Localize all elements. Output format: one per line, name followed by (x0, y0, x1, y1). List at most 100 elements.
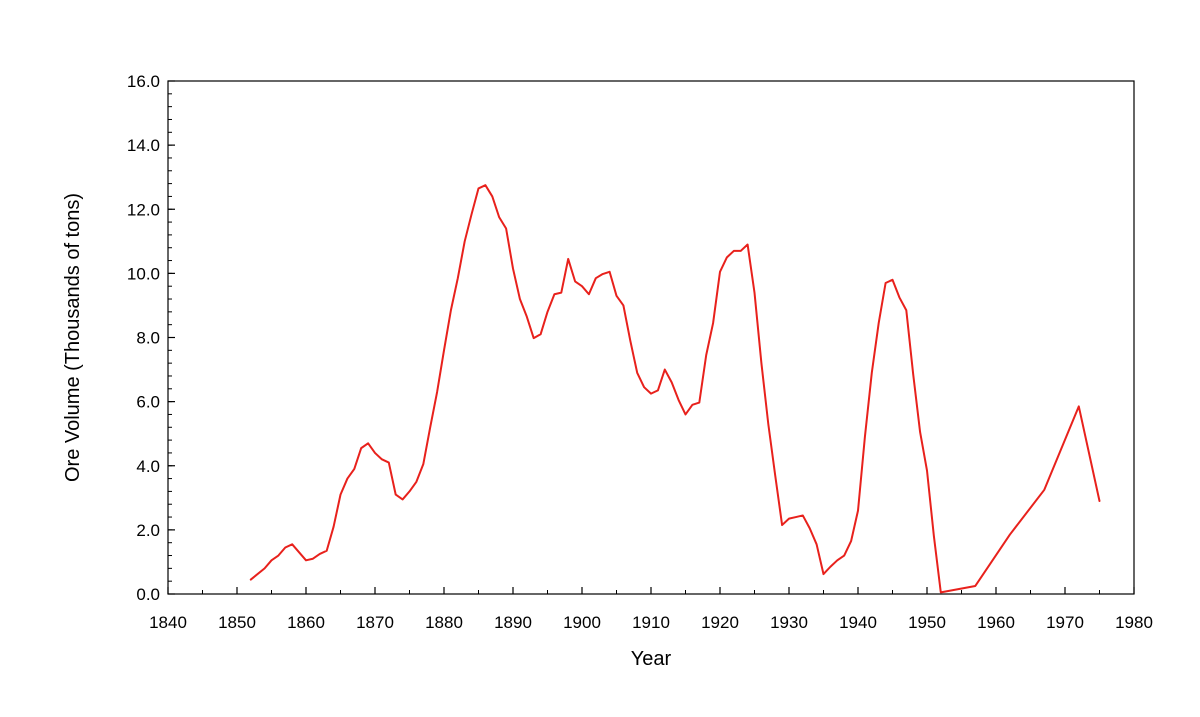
data-point (899, 297, 901, 299)
series-line (249, 184, 1101, 594)
data-point (561, 292, 563, 294)
data-point (595, 277, 597, 279)
data-point (726, 257, 728, 259)
data-point (823, 573, 825, 575)
data-point (912, 374, 914, 376)
data-point (837, 560, 839, 562)
data-point (485, 184, 487, 186)
data-point (781, 524, 783, 526)
data-point (443, 350, 445, 352)
data-point (402, 499, 404, 501)
data-point (933, 535, 935, 537)
data-point (381, 459, 383, 461)
data-point (319, 553, 321, 555)
data-point (788, 518, 790, 520)
data-point (1009, 534, 1011, 536)
data-point (919, 431, 921, 433)
data-point (795, 516, 797, 518)
data-point (492, 196, 494, 198)
data-point (395, 494, 397, 496)
data-point (650, 393, 652, 395)
data-point (864, 436, 866, 438)
x-axis: 1840 1850 1860 1870 1880 1890 1900 1910 1920 1930… (149, 587, 1153, 632)
data-point (574, 281, 576, 283)
data-point (457, 277, 459, 279)
data-point (733, 250, 735, 252)
data-point (250, 579, 252, 581)
data-point (871, 372, 873, 374)
x-tick-label: 1950 (908, 613, 946, 632)
data-point (409, 491, 411, 493)
data-point (271, 560, 273, 562)
data-point (685, 414, 687, 416)
data-point (926, 470, 928, 472)
x-tick-label: 1910 (632, 613, 670, 632)
data-point (636, 372, 638, 374)
data-point (429, 426, 431, 428)
data-point (678, 399, 680, 401)
data-point (305, 560, 307, 562)
y-tick-label: 14.0 (127, 136, 160, 155)
data-point (423, 463, 425, 465)
x-tick-label: 1840 (149, 613, 187, 632)
y-tick-label: 12.0 (127, 200, 160, 219)
x-tick-label: 1870 (356, 613, 394, 632)
data-point (761, 362, 763, 364)
data-point (850, 540, 852, 542)
data-point (533, 337, 535, 339)
data-point (312, 558, 314, 560)
data-point (1078, 406, 1080, 408)
data-point (630, 340, 632, 342)
x-tick-label: 1880 (425, 613, 463, 632)
data-point (878, 322, 880, 324)
data-point (664, 369, 666, 371)
data-point (809, 527, 811, 529)
data-point (436, 391, 438, 393)
data-point (374, 452, 376, 454)
data-point (609, 271, 611, 273)
data-point (975, 585, 977, 587)
data-point (519, 298, 521, 300)
data-point (892, 279, 894, 281)
data-point (906, 309, 908, 311)
x-tick-label: 1980 (1115, 613, 1153, 632)
minor-ticks (167, 80, 1135, 595)
plot-area (167, 80, 1135, 595)
data-point (774, 475, 776, 477)
data-point (326, 550, 328, 552)
data-point (278, 555, 280, 557)
data-point (581, 285, 583, 287)
data-point (333, 526, 335, 528)
data-point (712, 322, 714, 324)
y-tick-label: 8.0 (136, 329, 160, 348)
data-point (298, 552, 300, 554)
x-axis-title: Year (631, 648, 672, 670)
x-tick-label: 1860 (287, 613, 325, 632)
y-tick-label: 2.0 (136, 521, 160, 540)
x-tick-label: 1960 (977, 613, 1015, 632)
x-tick-label: 1900 (563, 613, 601, 632)
data-point (857, 510, 859, 512)
data-point (478, 188, 480, 190)
data-point (740, 250, 742, 252)
data-point (843, 555, 845, 557)
x-tick-label: 1890 (494, 613, 532, 632)
data-point (554, 293, 556, 295)
data-point (830, 566, 832, 568)
x-tick-label: 1920 (701, 613, 739, 632)
series-layer (249, 184, 1101, 594)
data-point (1044, 489, 1046, 491)
data-point (291, 544, 293, 546)
data-point (671, 382, 673, 384)
data-point (471, 213, 473, 215)
data-point (623, 305, 625, 307)
data-point (347, 478, 349, 480)
data-point (692, 404, 694, 406)
data-point (416, 481, 418, 483)
data-point (285, 547, 287, 549)
data-point (498, 216, 500, 218)
data-point (885, 282, 887, 284)
x-tick-label: 1850 (218, 613, 256, 632)
